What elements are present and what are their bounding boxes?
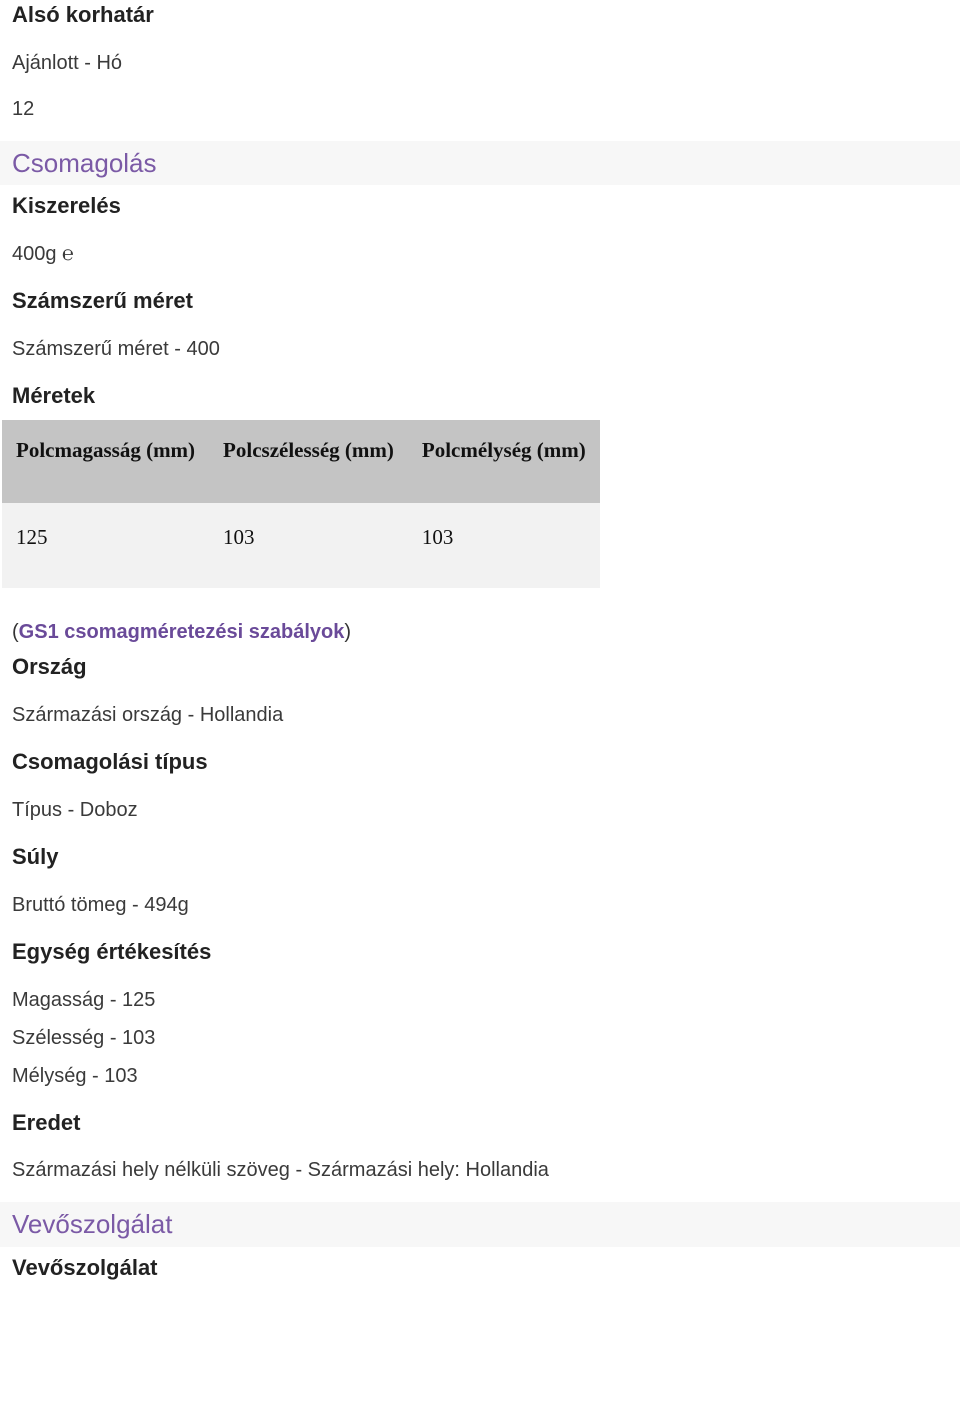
pack-type-value: Típus - Doboz bbox=[12, 796, 948, 824]
gs1-rules-link[interactable]: GS1 csomagméretezési szabályok bbox=[19, 621, 345, 643]
customer-service-section-title: Vevőszolgálat bbox=[0, 1202, 960, 1246]
paren-close: ) bbox=[344, 621, 351, 643]
dimensions-table: Polcmagasság (mm) Polcszélesség (mm) Pol… bbox=[2, 420, 600, 589]
cell-height: 125 bbox=[2, 503, 209, 588]
customer-service-subheading: Vevőszolgálat bbox=[12, 1253, 948, 1284]
numeric-size-heading: Számszerű méret bbox=[12, 286, 948, 317]
col-header-width: Polcszélesség (mm) bbox=[209, 420, 408, 503]
gs1-link-line: (GS1 csomagméretezési szabályok) bbox=[12, 618, 948, 646]
pack-size-value: 400g ℮ bbox=[12, 240, 948, 268]
unit-width: Szélesség - 103 bbox=[12, 1024, 948, 1052]
product-info-content: Alsó korhatár Ajánlott - Hó 12 Csomagolá… bbox=[0, 0, 960, 1284]
paren-open: ( bbox=[12, 621, 19, 643]
packaging-section-title: Csomagolás bbox=[0, 141, 960, 185]
origin-value: Származási hely nélküli szöveg - Származ… bbox=[12, 1156, 948, 1184]
table-row: 125 103 103 bbox=[2, 503, 600, 588]
pack-size-heading: Kiszerelés bbox=[12, 191, 948, 222]
unit-depth: Mélység - 103 bbox=[12, 1062, 948, 1090]
age-limit-rec-value: 12 bbox=[12, 95, 948, 123]
col-header-depth: Polcmélység (mm) bbox=[408, 420, 600, 503]
age-limit-rec-label: Ajánlott - Hó bbox=[12, 49, 948, 77]
table-header-row: Polcmagasság (mm) Polcszélesség (mm) Pol… bbox=[2, 420, 600, 503]
origin-heading: Eredet bbox=[12, 1108, 948, 1139]
pack-type-heading: Csomagolási típus bbox=[12, 747, 948, 778]
unit-sales-heading: Egység értékesítés bbox=[12, 937, 948, 968]
numeric-size-value: Számszerű méret - 400 bbox=[12, 335, 948, 363]
weight-heading: Súly bbox=[12, 842, 948, 873]
dimensions-heading: Méretek bbox=[12, 381, 948, 412]
country-value: Származási ország - Hollandia bbox=[12, 701, 948, 729]
unit-height: Magasság - 125 bbox=[12, 986, 948, 1014]
cell-depth: 103 bbox=[408, 503, 600, 588]
country-heading: Ország bbox=[12, 652, 948, 683]
cell-width: 103 bbox=[209, 503, 408, 588]
age-limit-heading: Alsó korhatár bbox=[12, 0, 948, 31]
weight-value: Bruttó tömeg - 494g bbox=[12, 891, 948, 919]
col-header-height: Polcmagasság (mm) bbox=[2, 420, 209, 503]
